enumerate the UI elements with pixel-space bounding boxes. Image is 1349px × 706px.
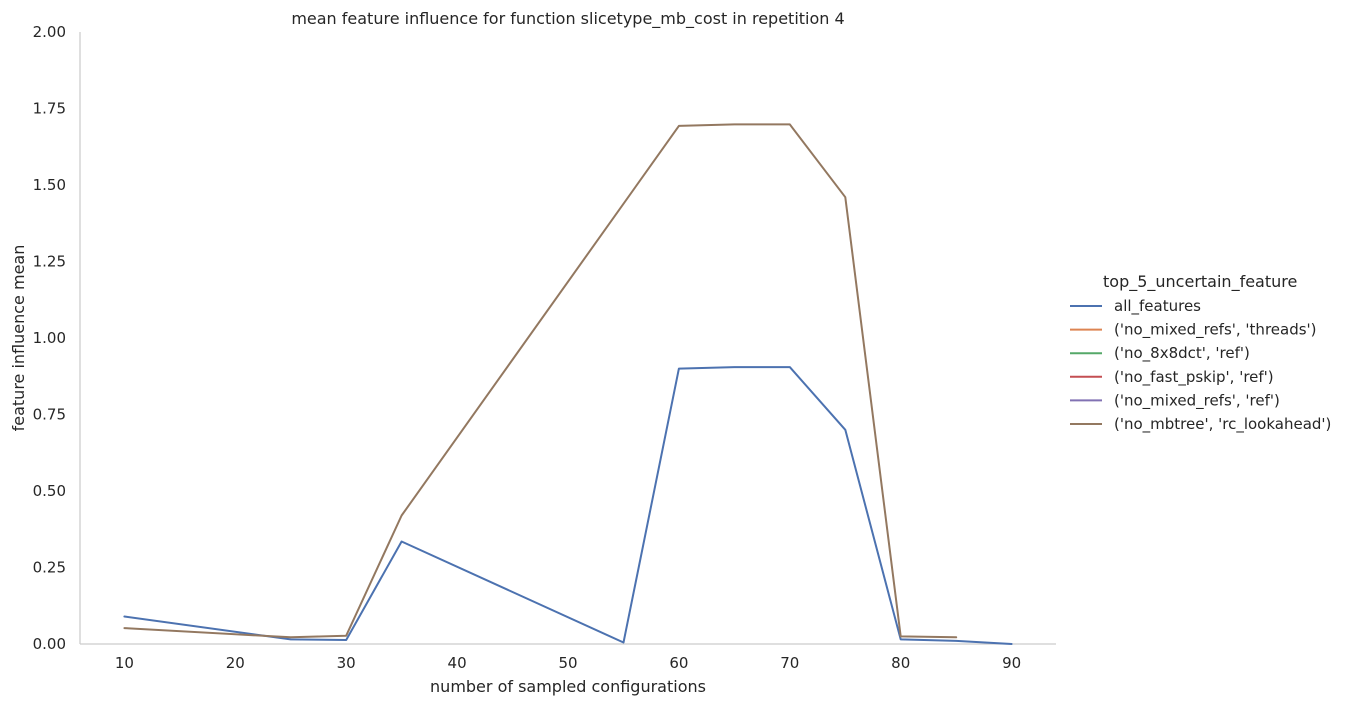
legend-item-label: ('no_mixed_refs', 'threads') [1114, 321, 1317, 340]
legend-item-label: all_features [1114, 297, 1201, 316]
x-axis-label: number of sampled configurations [430, 677, 706, 696]
x-tick-labels: 10 20 30 40 50 60 70 80 90 [115, 654, 1021, 672]
y-tick-label: 0.50 [33, 482, 66, 500]
legend-item-label: ('no_fast_pskip', 'ref') [1114, 368, 1274, 387]
series-line-5 [123, 123, 958, 639]
x-tick-label: 90 [1002, 654, 1021, 672]
series-lines [123, 123, 1013, 645]
legend-item-label: ('no_mixed_refs', 'ref') [1114, 391, 1280, 410]
legend-item-label: ('no_mbtree', 'rc_lookahead') [1114, 415, 1331, 434]
y-tick-label: 1.25 [33, 253, 66, 271]
x-tick-label: 80 [891, 654, 910, 672]
x-tick-label: 50 [558, 654, 577, 672]
legend: top_5_uncertain_feature all_features ('no… [1070, 272, 1331, 434]
y-axis-label: feature influence mean [9, 245, 28, 432]
x-tick-label: 60 [669, 654, 688, 672]
y-tick-label: 1.00 [33, 329, 66, 347]
y-tick-label: 0.25 [33, 559, 66, 577]
x-tick-label: 30 [337, 654, 356, 672]
legend-items: all_features ('no_mixed_refs', 'threads')… [1070, 297, 1331, 434]
x-tick-label: 10 [115, 654, 134, 672]
x-tick-label: 20 [226, 654, 245, 672]
chart-title: mean feature influence for function slic… [291, 9, 844, 29]
y-tick-label: 0.00 [33, 635, 66, 653]
y-tick-labels: 0.00 0.25 0.50 0.75 1.00 1.25 1.50 1.75 2.00 [33, 23, 66, 653]
x-tick-label: 70 [780, 654, 799, 672]
x-tick-label: 40 [448, 654, 467, 672]
legend-item-label: ('no_8x8dct', 'ref') [1114, 344, 1250, 363]
y-tick-label: 1.50 [33, 176, 66, 194]
y-tick-label: 2.00 [33, 23, 66, 41]
legend-title: top_5_uncertain_feature [1103, 272, 1297, 292]
y-tick-label: 1.75 [33, 100, 66, 118]
series-line-0 [123, 366, 1013, 645]
y-tick-label: 0.75 [33, 406, 66, 424]
